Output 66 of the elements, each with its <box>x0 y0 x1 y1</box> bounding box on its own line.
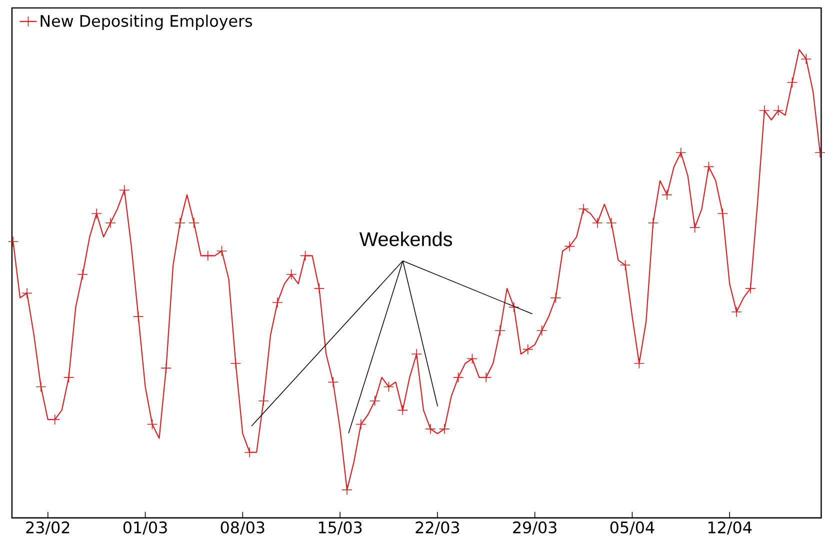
point <box>689 222 700 234</box>
point <box>536 325 548 336</box>
point <box>759 105 770 116</box>
x-tick-label: 23/02 <box>26 522 70 535</box>
x-tick-label: 29/03 <box>513 522 556 535</box>
point <box>425 424 436 434</box>
point <box>606 218 617 228</box>
point <box>800 54 812 64</box>
point <box>731 306 742 318</box>
point <box>564 241 575 252</box>
point <box>494 325 506 336</box>
point <box>662 190 672 200</box>
point <box>188 218 200 228</box>
x-tick-label: 01/03 <box>123 522 167 535</box>
point <box>786 77 798 88</box>
point <box>356 418 366 430</box>
point <box>286 269 297 280</box>
point <box>8 236 18 248</box>
point <box>369 396 380 406</box>
point <box>91 208 102 219</box>
point <box>230 358 242 369</box>
point <box>244 447 255 458</box>
point <box>160 362 172 374</box>
point <box>466 353 478 364</box>
x-tick-label: 05/04 <box>610 522 654 535</box>
point <box>550 292 562 304</box>
point <box>522 344 534 355</box>
point <box>411 348 422 360</box>
point <box>342 484 352 496</box>
point <box>578 204 589 214</box>
point <box>717 208 728 219</box>
point <box>119 184 130 196</box>
point <box>508 302 520 313</box>
x-tick-label: 12/04 <box>708 522 752 535</box>
point <box>328 376 338 388</box>
point <box>745 283 756 294</box>
point <box>202 250 214 262</box>
point <box>36 382 46 392</box>
point <box>772 105 784 116</box>
point <box>105 218 116 228</box>
point <box>132 311 144 322</box>
point <box>216 246 228 256</box>
point <box>300 250 311 262</box>
point <box>77 269 88 280</box>
x-tick-label: 08/03 <box>220 522 264 535</box>
point <box>146 418 158 430</box>
annotation: Weekends <box>359 232 452 246</box>
point <box>383 382 394 392</box>
point <box>648 218 658 228</box>
point <box>676 147 686 158</box>
point <box>703 161 714 172</box>
point <box>174 218 186 228</box>
legend-label: New Depositing Employers <box>40 14 252 30</box>
x-tick-label: 22/03 <box>416 522 460 535</box>
point <box>452 372 464 383</box>
point <box>634 358 645 369</box>
point <box>314 283 325 294</box>
point <box>592 218 603 228</box>
point <box>22 288 32 299</box>
x-tick-label: 15/03 <box>318 522 362 535</box>
point <box>63 372 74 383</box>
point <box>620 260 631 270</box>
point <box>439 424 450 434</box>
point <box>814 147 825 158</box>
point <box>272 297 283 308</box>
point <box>397 404 408 416</box>
